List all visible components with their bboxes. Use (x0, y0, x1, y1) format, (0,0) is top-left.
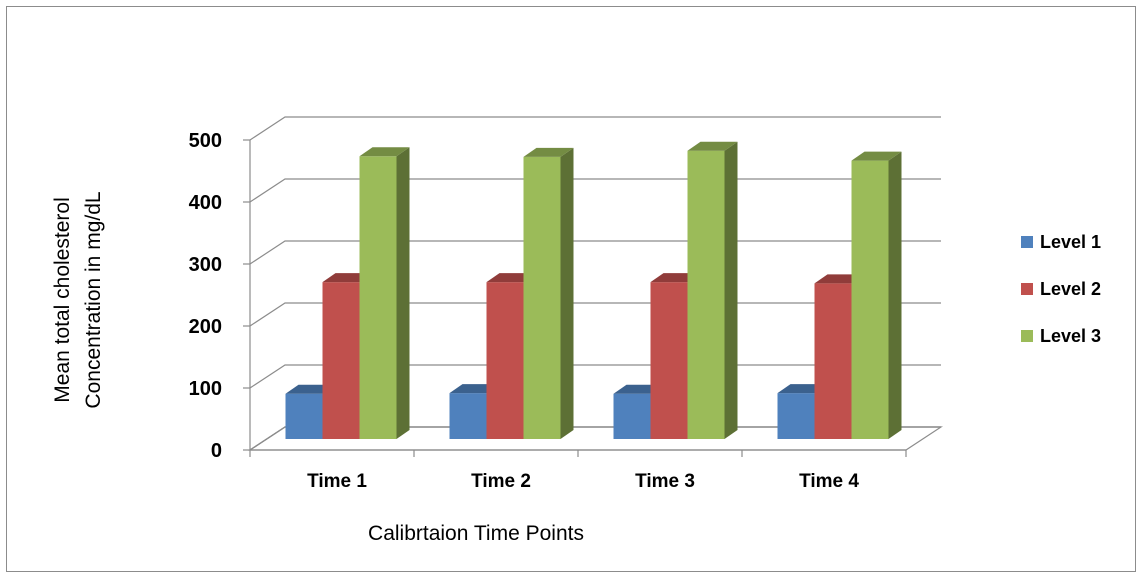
bar-level-3-time-2 (523, 147, 574, 439)
legend-swatch (1021, 236, 1033, 248)
axes (243, 139, 907, 457)
x-axis-title: Calibrtaion Time Points (368, 522, 584, 545)
x-category-labels: Time 1 Time 2 Time 3 Time 4 (307, 471, 859, 492)
bar-level-3-time-4 (851, 151, 902, 439)
gridline-300 (249, 240, 941, 265)
y-tick-labels: 0 100 200 300 400 500 (189, 130, 222, 462)
y-tick-label: 100 (189, 378, 222, 400)
legend-item-1: Level 1 (1021, 232, 1101, 252)
y-tick-label: 0 (211, 440, 222, 462)
x-category-label: Time 3 (635, 471, 695, 492)
legend-label: Level 2 (1040, 279, 1101, 299)
legend-swatch (1021, 283, 1033, 295)
legend-swatch (1021, 330, 1033, 342)
y-tick-label: 400 (189, 192, 222, 214)
bar-level-3-time-1 (359, 147, 410, 439)
y-axis-title-line-2: Concentration in mg/dL (82, 191, 105, 408)
bar-level-3-time-3 (687, 141, 738, 439)
x-category-label: Time 2 (471, 471, 531, 492)
x-category-label: Time 4 (799, 471, 859, 492)
x-category-label: Time 1 (307, 471, 367, 492)
gridline-400 (249, 178, 941, 203)
y-tick-label: 500 (189, 130, 222, 152)
legend-item-3: Level 3 (1021, 326, 1101, 346)
legend-label: Level 3 (1040, 326, 1101, 346)
legend-label: Level 1 (1040, 232, 1101, 252)
y-tick-label: 200 (189, 316, 222, 338)
legend-item-2: Level 2 (1021, 279, 1101, 299)
y-axis-title: Mean total cholesterol Concentration in … (51, 191, 105, 408)
legend: Level 1 Level 2 Level 3 (1021, 232, 1101, 346)
bars (285, 141, 902, 439)
y-tick-label: 300 (189, 254, 222, 276)
gridline-500 (249, 116, 941, 141)
y-axis-title-line-1: Mean total cholesterol (51, 197, 74, 402)
